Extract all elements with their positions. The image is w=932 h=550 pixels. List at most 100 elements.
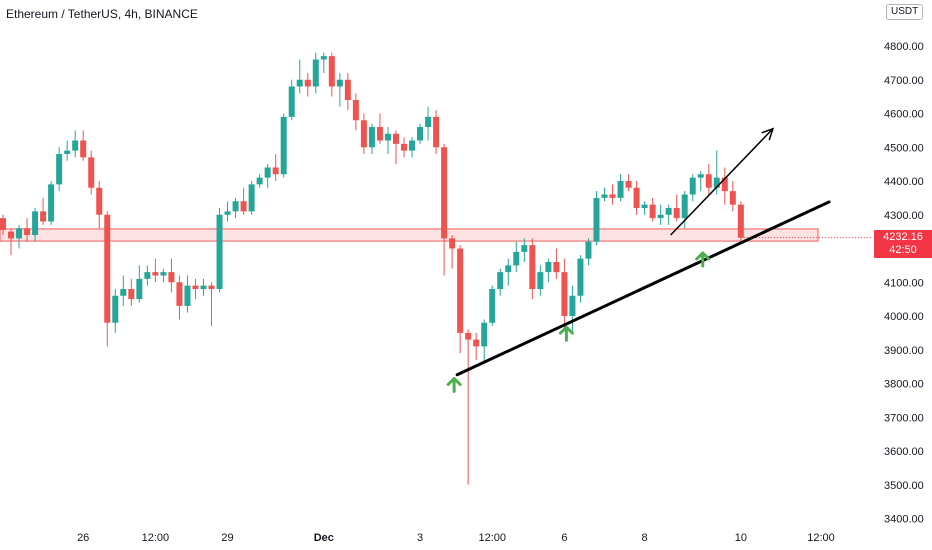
support-arrow-marker [446,377,462,393]
price-tick-label: 3800.00 [884,379,924,391]
candle-body [56,154,63,185]
candle-body [152,272,159,276]
candle-body [665,208,672,215]
price-tick-label: 4400.00 [884,176,924,188]
price-tick-label: 3400.00 [884,514,924,526]
price-axis[interactable]: 4800.00 4700.00 4600.00 4500.00 4400.00 4300.… [884,41,924,526]
candle-body [8,231,15,239]
currency-button[interactable]: USDT [886,4,924,20]
candle-body [617,181,624,198]
candle-body [633,187,640,208]
candle-body [208,285,215,289]
candle-body [481,322,488,347]
candle-body [425,116,432,127]
time-axis[interactable]: 26 12:00 29 Dec 3 12:00 6 8 10 12:00 [77,532,835,544]
price-tick-label: 4500.00 [884,142,924,154]
candle-body [433,116,440,148]
candle-body [545,262,552,273]
candle-body [521,245,528,252]
candle-body [625,181,632,188]
candle-body [264,167,271,178]
time-tick-label: 6 [561,532,567,544]
projection-arrow-head [761,127,775,141]
candle-body [0,218,6,230]
candle-body [401,143,407,151]
time-tick-label: 26 [77,532,89,544]
price-tick-label: 4800.00 [884,41,924,53]
candle-body [593,197,600,242]
candle-body [232,201,239,212]
candle-body [352,100,359,121]
candle-body [473,339,480,347]
candle-body [336,79,343,87]
candle-body [160,272,167,276]
candle-body [136,278,143,300]
candle-body [72,140,79,151]
bar-countdown: 42:50 [889,244,917,256]
candle-body [272,167,279,175]
candle-body [505,265,512,273]
candle-body [409,140,416,151]
candle-body [537,272,544,289]
candle-body [88,157,95,188]
candle-body [32,211,39,235]
candle-body [417,127,424,141]
last-price-value: 4232.16 [883,231,923,243]
candle-body [344,79,351,100]
candle-body [48,184,55,222]
resistance-zone-layer [0,228,819,242]
candle-body [569,295,576,316]
candle-body [384,133,391,141]
chart-title: Ethereum / TetherUS, 4h, BINANCE [6,7,198,21]
candle-body [200,285,207,289]
candle-body [449,238,456,249]
candle-body [248,184,255,212]
candle-body [441,147,448,239]
last-price-label: 4232.16 42:50 [874,230,932,258]
candle-body [40,211,47,222]
trendline[interactable] [455,200,831,377]
resistance-zone[interactable] [0,228,819,242]
candle-body [457,248,464,333]
time-tick-label: 3 [417,532,423,544]
candle-body [120,289,127,296]
candle-body [609,194,616,198]
price-tick-label: 4700.00 [884,75,924,87]
projection-arrow[interactable] [670,128,774,236]
candle-body [304,79,311,87]
candle-body [729,191,736,205]
candle-body [561,272,568,316]
candle-body [184,285,191,306]
candle-body [649,204,656,219]
time-tick-label: 10 [735,532,747,544]
candle-body [489,289,496,323]
candle-body [144,272,151,279]
candle-body [368,127,375,148]
candle-body [376,127,383,141]
candle-body [240,201,247,212]
time-tick-label: 12:00 [478,532,506,544]
candle-body [288,86,295,117]
candle-body [104,214,111,323]
candle-body [513,251,520,266]
time-tick-label: 8 [642,532,648,544]
price-tick-label: 4600.00 [884,109,924,121]
candle-body [216,214,223,289]
candle-body [689,177,696,195]
support-arrow-marker [695,251,711,268]
candle-body [657,214,664,219]
candle-body [64,150,71,154]
candle-body [312,59,319,87]
candle-body [16,228,23,239]
candle-body [673,208,680,219]
candle-body [296,79,303,87]
support-arrow-marker [558,325,574,342]
candle-body [24,228,31,235]
candle-body [601,194,608,198]
candle-body [360,120,367,148]
candle-body [737,204,744,238]
price-tick-label: 3700.00 [884,412,924,424]
candle-body [529,245,536,289]
candle-body [224,211,231,215]
